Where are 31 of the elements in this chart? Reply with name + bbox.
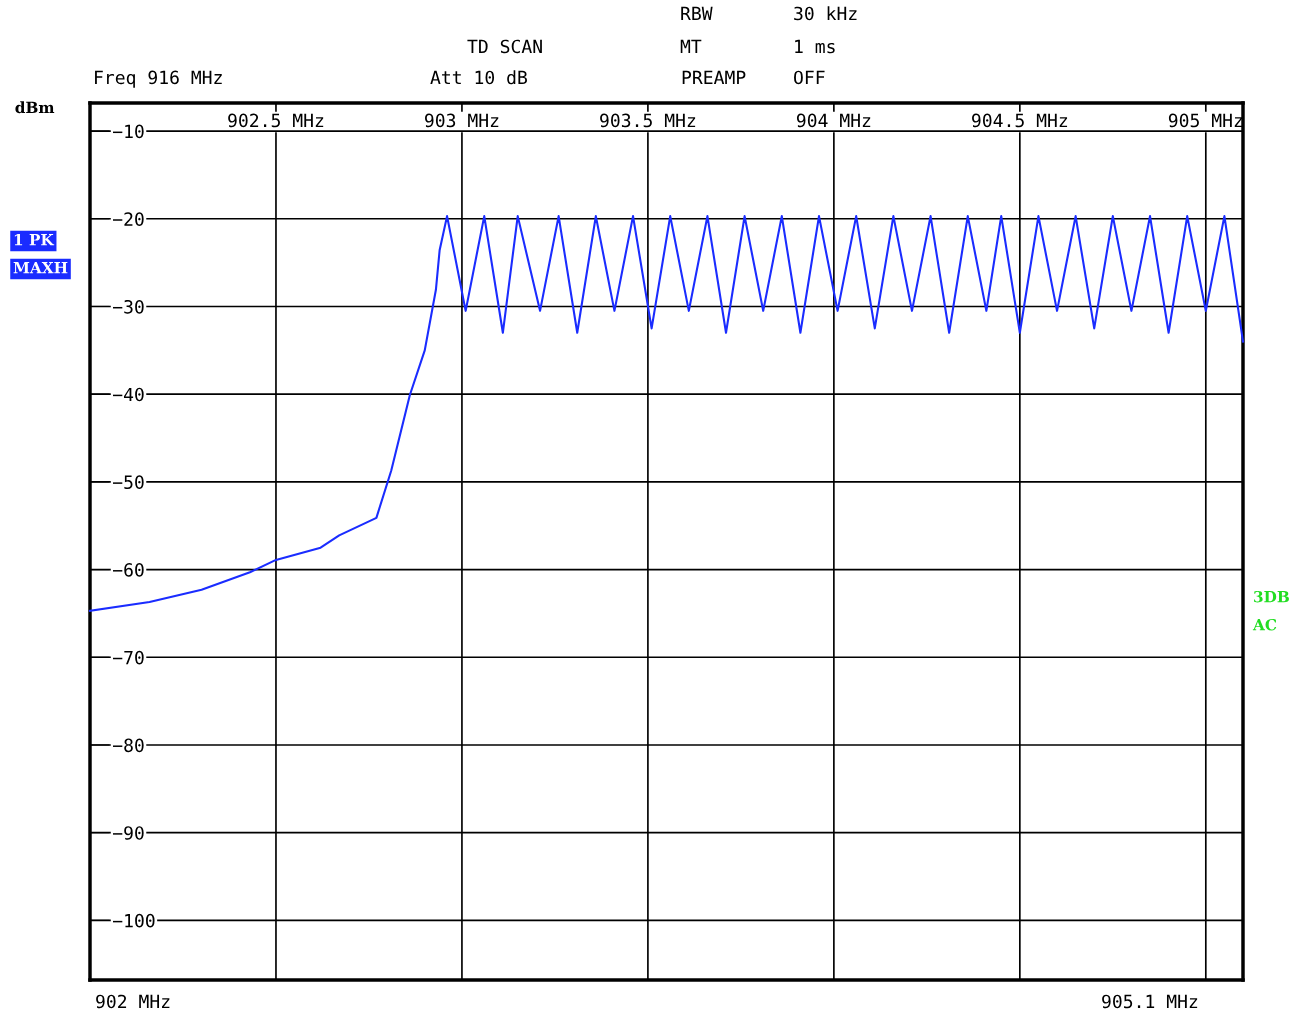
y-tick-label: −100 [113,913,155,928]
text: 30 kHz [794,6,857,21]
text: RBW [681,6,713,21]
y-tick-label: −20 [113,212,144,226]
text: PREAMP [682,70,746,85]
text: 3DB [1254,590,1289,603]
y-tick-label: −80 [113,738,144,753]
text: 1 PK [14,233,55,246]
x-tick-label: 904.5 MHz [972,113,1068,128]
text: MT [680,39,702,54]
y-axis-title: dBm [15,101,55,114]
text: Att 10 dB [430,70,527,85]
y-tick-label: −50 [113,475,144,490]
y-tick-label: −90 [113,826,144,840]
y-tick-label: −30 [113,299,144,314]
text: Freq 916 MHz [95,70,222,88]
y-tick-label: −10 [113,124,144,139]
text: 905.1 MHz [1102,994,1198,1009]
x-tick-label: 903.5 MHz [600,113,696,128]
text: OFF [794,70,825,85]
x-tick-label: 904 MHz [796,113,871,128]
text: MAXH [13,262,68,274]
x-tick-label: 902.5 MHz [228,113,324,128]
x-tick-label: 903 MHz [425,113,499,128]
y-tick-label: −40 [113,387,144,402]
y-tick-label: −70 [113,650,144,665]
y-tick-label: −60 [113,563,144,577]
text: TD SCAN [467,39,542,54]
text: AC [1252,618,1277,631]
text: 902 MHz [96,994,170,1009]
text: 1 ms [795,39,835,54]
